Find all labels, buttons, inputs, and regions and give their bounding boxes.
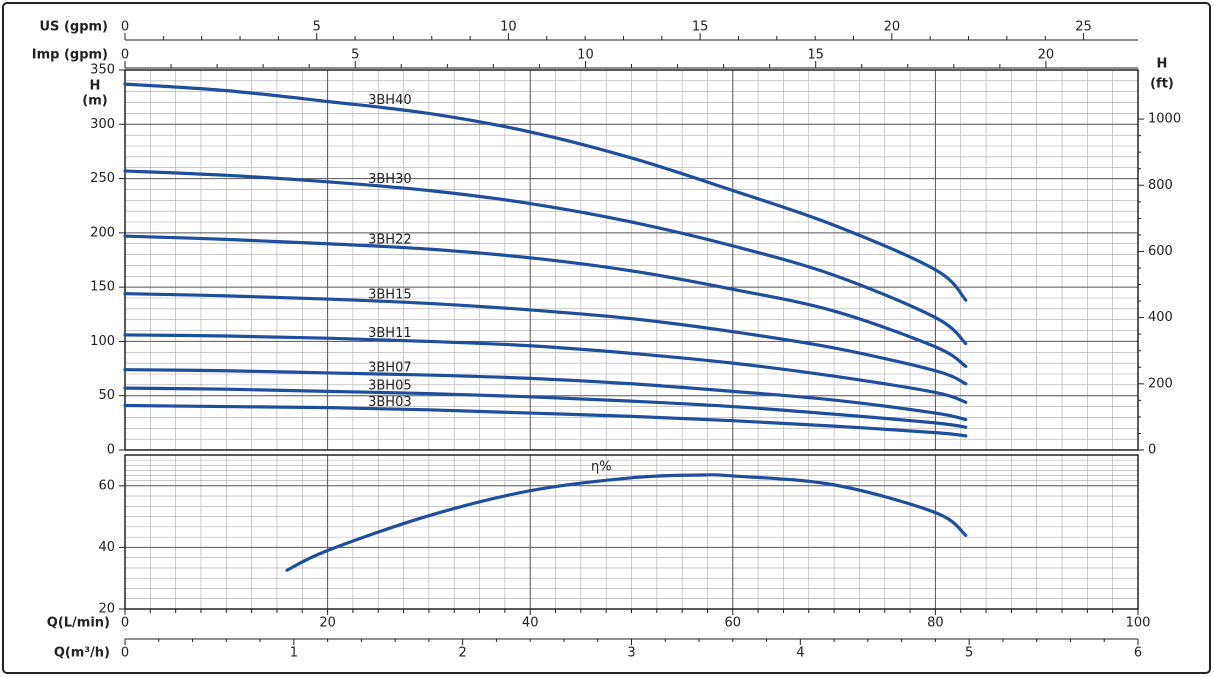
x-axis-label: Q(L/min) xyxy=(47,616,110,631)
series-label: 3BH03 xyxy=(368,395,412,410)
series-label: 3BH15 xyxy=(368,287,412,302)
x-tick-label: 20 xyxy=(319,616,336,631)
y-tick-label: 50 xyxy=(98,388,115,403)
y2-axis-label: (ft) xyxy=(1150,77,1174,92)
x-tick-label: 40 xyxy=(522,616,539,631)
y-tick-label: 20 xyxy=(98,602,115,617)
series-label: 3BH07 xyxy=(368,360,412,375)
series-label: 3BH05 xyxy=(368,379,412,394)
y2-axis-label: H xyxy=(1157,57,1168,72)
x2-tick-label: 6 xyxy=(1134,646,1142,661)
y-tick-label: 100 xyxy=(90,334,115,349)
top-axis-label: Imp (gpm) xyxy=(32,48,108,63)
series-label: 3BH30 xyxy=(368,172,412,187)
y2-tick-label: 400 xyxy=(1148,310,1173,325)
y2-tick-label: 800 xyxy=(1148,178,1173,193)
y-tick-label: 350 xyxy=(90,63,115,78)
y-tick-label: 250 xyxy=(90,171,115,186)
top-tick-label: 10 xyxy=(577,48,594,63)
line-series xyxy=(123,333,968,404)
line-series xyxy=(285,473,968,572)
y-axis-label: H xyxy=(90,79,101,94)
y2-tick-label: 1000 xyxy=(1148,112,1181,127)
x-tick-label: 100 xyxy=(1126,616,1151,631)
line-series xyxy=(123,169,968,346)
series-label: 3BH22 xyxy=(368,232,412,247)
x2-tick-label: 0 xyxy=(121,646,129,661)
line-series xyxy=(123,368,968,422)
line-series xyxy=(123,234,968,368)
y-tick-label: 200 xyxy=(90,225,115,240)
top-tick-label: 25 xyxy=(1075,20,1092,35)
top-tick-label: 10 xyxy=(500,20,517,35)
y2-tick-label: 600 xyxy=(1148,244,1173,259)
top-tick-label: 0 xyxy=(121,48,129,63)
x-tick-label: 0 xyxy=(121,616,129,631)
plot-frame xyxy=(124,69,1139,451)
top-tick-label: 15 xyxy=(692,20,709,35)
plot-frame xyxy=(124,454,1139,610)
x-tick-label: 60 xyxy=(725,616,742,631)
line-series xyxy=(123,82,968,302)
x2-tick-label: 4 xyxy=(796,646,804,661)
x2-tick-label: 2 xyxy=(459,646,467,661)
series-label: η% xyxy=(591,460,612,475)
top-tick-label: 20 xyxy=(884,20,901,35)
y-tick-label: 40 xyxy=(98,540,115,555)
y-tick-label: 150 xyxy=(90,280,115,295)
x-tick-label: 80 xyxy=(927,616,944,631)
x2-tick-label: 1 xyxy=(290,646,298,661)
top-axis-label: US (gpm) xyxy=(40,20,109,35)
y-tick-label: 60 xyxy=(98,478,115,493)
top-tick-label: 15 xyxy=(807,48,824,63)
series-label: 3BH11 xyxy=(368,326,412,341)
top-tick-label: 0 xyxy=(121,20,129,35)
y2-tick-label: 200 xyxy=(1148,376,1173,391)
y2-tick-label: 0 xyxy=(1148,443,1156,458)
top-tick-label: 5 xyxy=(351,48,359,63)
y-axis-label: (m) xyxy=(82,94,107,109)
line-series xyxy=(123,403,968,438)
y-tick-label: 0 xyxy=(107,443,115,458)
line-series xyxy=(123,386,968,429)
top-tick-label: 20 xyxy=(1038,48,1055,63)
x2-tick-label: 5 xyxy=(965,646,973,661)
y-tick-label: 300 xyxy=(90,117,115,132)
series-label: 3BH40 xyxy=(368,93,412,108)
line-series xyxy=(123,292,968,386)
x2-axis-label: Q(m³/h) xyxy=(54,646,110,661)
x2-tick-label: 3 xyxy=(627,646,635,661)
top-tick-label: 5 xyxy=(313,20,321,35)
